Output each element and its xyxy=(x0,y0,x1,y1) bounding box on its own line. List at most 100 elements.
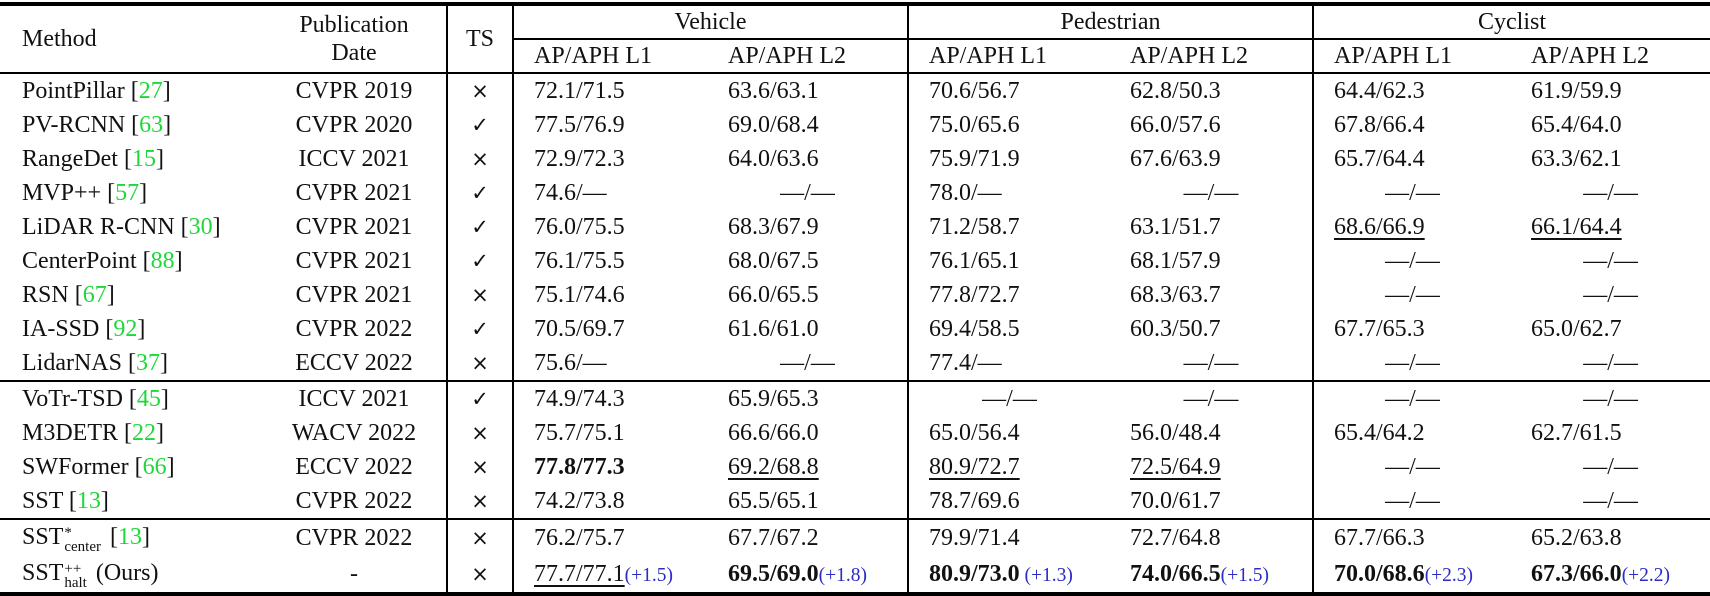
metric-value: —/— xyxy=(1385,385,1440,412)
cell-pedestrian-ap-l2: 70.0/61.7 xyxy=(1110,484,1315,519)
metric-value: —/— xyxy=(1385,453,1440,480)
cell-pedestrian-ap-l2: —/— xyxy=(1110,346,1315,381)
metric-value: 61.6/61.0 xyxy=(728,315,819,342)
citation-link[interactable]: 88 xyxy=(150,247,175,274)
method-name: RangeDet xyxy=(22,145,118,172)
metric-value: 77.7/77.1 xyxy=(534,560,625,587)
cell-pedestrian-ap-l1: 75.0/65.6 xyxy=(908,108,1110,142)
ts-cell: × xyxy=(447,278,514,312)
cell-vehicle-ap-l2: —/— xyxy=(708,346,909,381)
cell-pedestrian-ap-l1: 76.1/65.1 xyxy=(908,244,1110,278)
cross-icon: × xyxy=(471,455,489,479)
metric-value: 63.3/62.1 xyxy=(1531,145,1622,172)
citation-link[interactable]: 63 xyxy=(139,111,164,138)
citation-link[interactable]: 92 xyxy=(113,315,138,342)
metric-value: —/— xyxy=(1583,487,1638,514)
ts-cell: ✓ xyxy=(447,176,514,210)
metric-value: —/— xyxy=(1183,385,1239,412)
metric-value: 67.7/65.3 xyxy=(1334,315,1425,342)
method-cell: SWFormer [66] xyxy=(22,453,175,480)
citation-link[interactable]: 30 xyxy=(188,213,213,240)
table-row: RSN [67] CVPR 2021 × 75.1/74.6 66.0/65.5 77.8… xyxy=(0,278,1710,312)
metric-value: 69.2/68.8 xyxy=(728,453,819,480)
table-row: VoTr-TSD [45] ICCV 2021 ✓ 74.9/74.3 65.9/65.… xyxy=(0,380,1710,416)
method-name: CenterPoint xyxy=(22,247,137,274)
group-header-vehicle: Vehicle xyxy=(513,4,909,40)
header-row-metrics: AP/APH L1 AP/APH L2 AP/APH L1 AP/APH L2 … xyxy=(0,39,1710,74)
citation-link[interactable]: 57 xyxy=(115,179,140,206)
cell-vehicle-ap-l1: 72.9/72.3 xyxy=(513,142,708,176)
publication-cell: ICCV 2021 xyxy=(262,142,448,176)
metric-value: 68.3/67.9 xyxy=(728,213,819,240)
metric-value: 64.4/62.3 xyxy=(1334,77,1425,104)
method-name: MVP++ xyxy=(22,179,102,206)
cell-pedestrian-ap-l2: 63.1/51.7 xyxy=(1110,210,1315,244)
method-cell: LiDAR R-CNN [30] xyxy=(22,213,221,240)
citation-link[interactable]: 13 xyxy=(118,523,142,550)
citation-link[interactable]: 22 xyxy=(132,419,156,446)
citation-link[interactable]: 13 xyxy=(76,487,101,514)
group-header-pedestrian: Pedestrian xyxy=(908,4,1315,40)
ts-cell: × xyxy=(447,518,514,556)
metric-value: 76.1/65.1 xyxy=(929,247,1020,274)
cell-vehicle-ap-l2: 68.3/67.9 xyxy=(708,210,909,244)
cell-cyclist-ap-l1: 67.8/66.4 xyxy=(1313,108,1511,142)
ts-cell: × xyxy=(447,416,514,450)
cross-icon: × xyxy=(471,351,489,375)
method-name: LiDAR R-CNN xyxy=(22,213,175,240)
citation-link[interactable]: 37 xyxy=(135,349,160,376)
metric-value: —/— xyxy=(1183,349,1239,376)
metric-value: 65.7/64.4 xyxy=(1334,145,1425,172)
metric-value: 67.7/67.2 xyxy=(728,524,819,551)
metric-value: 69.5/69.0 xyxy=(728,560,819,587)
cell-cyclist-ap-l1: —/— xyxy=(1313,278,1511,312)
metric-value: 75.6/— xyxy=(534,349,607,376)
metric-value: —/— xyxy=(1583,281,1638,308)
cell-vehicle-ap-l2: 67.7/67.2 xyxy=(708,518,909,556)
metric-value: 77.8/77.3 xyxy=(534,453,625,480)
cell-cyclist-ap-l1: 65.7/64.4 xyxy=(1313,142,1511,176)
citation-link[interactable]: 27 xyxy=(138,77,163,104)
citation-link[interactable]: 67 xyxy=(82,281,107,308)
citation-link[interactable]: 66 xyxy=(142,453,167,480)
metric-value: 74.6/— xyxy=(534,179,607,206)
cell-vehicle-ap-l2: 66.0/65.5 xyxy=(708,278,909,312)
cell-vehicle-ap-l1: 72.1/71.5 xyxy=(513,73,708,108)
cell-pedestrian-ap-l2: 72.5/64.9 xyxy=(1110,450,1315,484)
cell-cyclist-ap-l1: —/— xyxy=(1313,450,1511,484)
table-row: SST * center [13] CVPR 2022 × 76.2/75.7 67.7/6… xyxy=(0,518,1710,556)
subheader-cyclist-ap-l2: AP/APH L2 xyxy=(1511,39,1710,74)
metric-value: 69.0/68.4 xyxy=(728,111,819,138)
cross-icon: × xyxy=(471,147,489,171)
group-header-cyclist: Cyclist xyxy=(1313,4,1710,40)
table-header: Method Publication Date TS Vehicle Pedes… xyxy=(0,4,1710,74)
metric-value: 68.1/57.9 xyxy=(1130,247,1221,274)
cell-pedestrian-ap-l2: 68.1/57.9 xyxy=(1110,244,1315,278)
table-row: LiDAR R-CNN [30] CVPR 2021 ✓ 76.0/75.5 68.3/… xyxy=(0,210,1710,244)
method-name: IA-SSD xyxy=(22,315,100,342)
metric-value: 74.0/66.5 xyxy=(1130,560,1221,587)
method-name: PV-RCNN xyxy=(22,111,126,138)
cell-pedestrian-ap-l1: 70.6/56.7 xyxy=(908,73,1110,108)
cell-cyclist-ap-l2: —/— xyxy=(1511,484,1710,519)
citation-link[interactable]: 45 xyxy=(136,385,161,412)
metric-value: 80.9/73.0 xyxy=(929,560,1020,587)
cell-pedestrian-ap-l1: 78.0/— xyxy=(908,176,1110,210)
citation-link[interactable]: 15 xyxy=(131,145,156,172)
metric-value: 75.1/74.6 xyxy=(534,281,625,308)
improvement-delta: (+1.3) xyxy=(1019,564,1073,586)
cell-vehicle-ap-l1: 77.8/77.3 xyxy=(513,450,708,484)
subheader-vehicle-ap-l2: AP/APH L2 xyxy=(708,39,909,74)
metric-value: 61.9/59.9 xyxy=(1531,77,1622,104)
metric-value: —/— xyxy=(1385,487,1440,514)
cell-vehicle-ap-l1: 75.1/74.6 xyxy=(513,278,708,312)
method-suffix: (Ours) xyxy=(89,559,159,586)
metric-value: 74.2/73.8 xyxy=(534,487,625,514)
header-row-groups: Method Publication Date TS Vehicle Pedes… xyxy=(0,4,1710,74)
metric-value: 70.0/68.6 xyxy=(1334,560,1425,587)
metric-value: 71.2/58.7 xyxy=(929,213,1020,240)
cell-vehicle-ap-l1: 74.9/74.3 xyxy=(513,380,708,416)
metric-value: —/— xyxy=(780,349,835,376)
metric-value: 79.9/71.4 xyxy=(929,524,1020,551)
ts-cell: × xyxy=(447,556,514,594)
